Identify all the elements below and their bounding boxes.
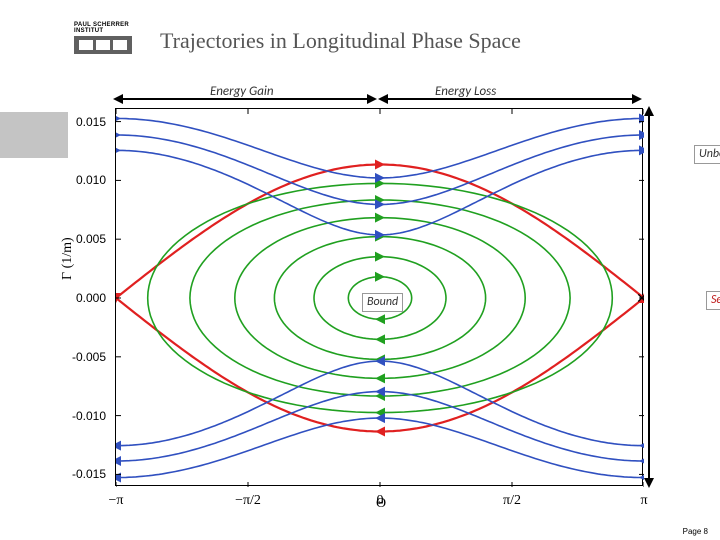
annot-unbound: Unbound	[694, 145, 720, 164]
vertical-span-arrow	[648, 108, 650, 486]
phase-space-plot: ✕ Unbound ForwardMotion Bound Separatrix…	[115, 108, 643, 486]
header-arrow-left	[115, 98, 375, 100]
x-axis-label: Θ	[376, 496, 386, 512]
energy-loss-label: Energy Loss	[435, 84, 496, 99]
y-axis-label: Γ (1/m)	[60, 237, 76, 280]
ytick: -0.010	[56, 409, 106, 423]
page-number: Page 8	[683, 527, 708, 536]
energy-gain-label: Energy Gain	[210, 84, 274, 99]
header-arrows: Energy Gain Energy Loss	[115, 80, 645, 102]
logo-box	[74, 36, 132, 54]
psi-logo: PAUL SCHERRER INSTITUT	[74, 22, 136, 54]
annot-bound: Bound	[362, 293, 403, 312]
xtick: π	[640, 493, 647, 509]
ytick: 0.015	[56, 115, 106, 129]
xtick: π/2	[503, 493, 521, 509]
ytick: -0.005	[56, 350, 106, 364]
xtick: −π/2	[235, 493, 261, 509]
page-title: Trajectories in Longitudinal Phase Space	[160, 28, 521, 54]
ytick: -0.015	[56, 467, 106, 481]
logo-text: PAUL SCHERRER INSTITUT	[74, 22, 136, 34]
ytick: 0.010	[56, 173, 106, 187]
ytick: 0.000	[56, 291, 106, 305]
annot-separatrix: Separatrix	[706, 291, 720, 310]
xtick: −π	[109, 493, 124, 509]
header-arrow-right	[380, 98, 640, 100]
